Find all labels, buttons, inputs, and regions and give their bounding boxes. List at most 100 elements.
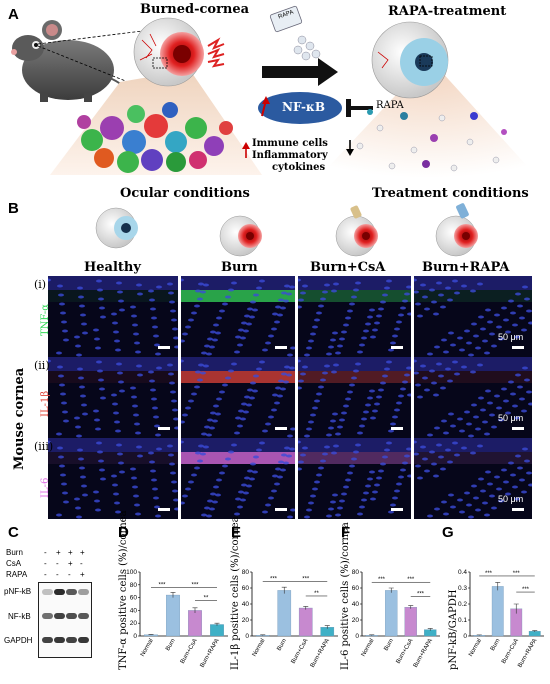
wb-band (54, 613, 65, 619)
panel-a-illustration (11, 5, 538, 178)
y-tick-label: 60 (352, 585, 360, 592)
wb-band (42, 589, 53, 595)
y-tick-label: 0 (355, 633, 359, 640)
error-bar (495, 582, 501, 591)
immune-response-text: Immune cells Inflammatory cytokines (252, 138, 328, 173)
significance-stars: *** (302, 576, 310, 582)
scale-bar (275, 427, 287, 430)
western-blot-membrane (38, 582, 92, 658)
panel-g-label: G (442, 524, 454, 541)
bar-burn-rapa (528, 631, 541, 637)
wb-band (78, 589, 89, 595)
wb-condition-label: Burn (6, 548, 23, 557)
y-tick-label: 40 (352, 601, 360, 608)
inhibitor-label: RAPA (376, 100, 404, 111)
band-label-pnfkb: pNF-kB (4, 587, 32, 596)
row-roman-label: (i) (34, 278, 47, 291)
wb-band (78, 637, 89, 643)
y-tick-label: 0.4 (458, 569, 467, 576)
y-tick-label: 40 (242, 601, 250, 608)
category-label: Burn (490, 638, 502, 652)
scale-bar (512, 346, 524, 349)
significance-stars: *** (522, 587, 530, 593)
scale-bar (512, 508, 524, 511)
wb-band (66, 613, 77, 619)
scale-bar (391, 427, 403, 430)
error-bar (324, 625, 330, 629)
micrograph-2-3 (298, 357, 411, 438)
bar-burn (491, 586, 504, 637)
error-bar (281, 586, 287, 594)
category-label: Burn (276, 638, 288, 652)
significance-stars: *** (513, 571, 521, 577)
wb-condition-mark: - (56, 559, 59, 568)
wb-condition-mark: + (68, 548, 73, 557)
y-tick-label: 80 (242, 569, 250, 576)
y-tick-label: 0.2 (458, 601, 467, 608)
y-tick-label: 100 (126, 569, 137, 576)
category-label: Burn (383, 638, 395, 652)
category-label: Burn+CsA (501, 638, 520, 665)
panel-c-label: C (8, 524, 19, 541)
process-arrow-icon (262, 58, 338, 86)
column-burn-csa: Burn+CsA (310, 260, 386, 275)
band-label-gapdh: GAPDH (4, 636, 33, 645)
error-bar (532, 630, 538, 632)
wb-band (42, 613, 53, 619)
column-healthy: Healthy (84, 260, 141, 275)
y-tick-label: 0 (463, 633, 467, 640)
error-bar (427, 628, 433, 631)
wb-condition-label: RAPA (6, 570, 28, 579)
y-tick-label: 0 (133, 633, 137, 640)
scale-text: 50 μm (498, 494, 524, 504)
y-tick-label: 0.3 (458, 585, 467, 592)
treated-eye-icon (371, 21, 449, 99)
micrograph-2-4 (414, 357, 532, 438)
scale-bar (275, 508, 287, 511)
chart-axes (469, 572, 544, 637)
error-bar (148, 634, 154, 636)
error-bar (388, 587, 394, 593)
column-burn: Burn (221, 260, 258, 275)
wb-band (66, 589, 77, 595)
scale-bar (158, 427, 170, 430)
panel-a-label: A (8, 6, 19, 23)
y-tick-label: 60 (130, 595, 138, 602)
treatment-conditions-title: Treatment conditions (372, 186, 529, 201)
healthy-eye-icon (95, 207, 138, 249)
micrograph-3-1 (48, 438, 178, 519)
wb-condition-mark: + (80, 548, 85, 557)
y-tick-label: 20 (352, 617, 360, 624)
cell-cluster-icon (77, 102, 233, 173)
condition-eyes (95, 203, 478, 257)
rapa-treatment-title: RAPA-treatment (388, 4, 507, 19)
wb-band (42, 637, 53, 643)
significance-stars: *** (158, 582, 166, 588)
error-bar (408, 605, 414, 609)
scale-bar (158, 508, 170, 511)
csa-eye-icon (335, 205, 378, 257)
burned-cornea-title: Burned-cornea (140, 2, 250, 17)
nfkb-ellipse (258, 92, 342, 124)
significance-stars: *** (270, 576, 278, 582)
error-bar (170, 592, 176, 598)
row-roman-label: (ii) (34, 359, 50, 372)
wb-condition-mark: - (80, 559, 83, 568)
micrograph-3-2 (181, 438, 295, 519)
scale-bar (391, 346, 403, 349)
y-tick-label: 20 (130, 620, 138, 627)
category-label: Normal (468, 638, 483, 658)
scale-bar (512, 427, 524, 430)
error-bar (260, 634, 266, 636)
significance-stars: *** (378, 577, 386, 583)
micrograph-2-1 (48, 357, 178, 438)
error-bar (303, 606, 309, 610)
wb-condition-label: CsA (6, 559, 22, 568)
burn-eye-icon (219, 215, 262, 257)
particle-cluster-icon (356, 109, 507, 172)
scale-bar (158, 346, 170, 349)
wb-band (54, 637, 65, 643)
rapa-eye-icon (435, 203, 478, 257)
micrograph-1-1 (48, 276, 178, 357)
